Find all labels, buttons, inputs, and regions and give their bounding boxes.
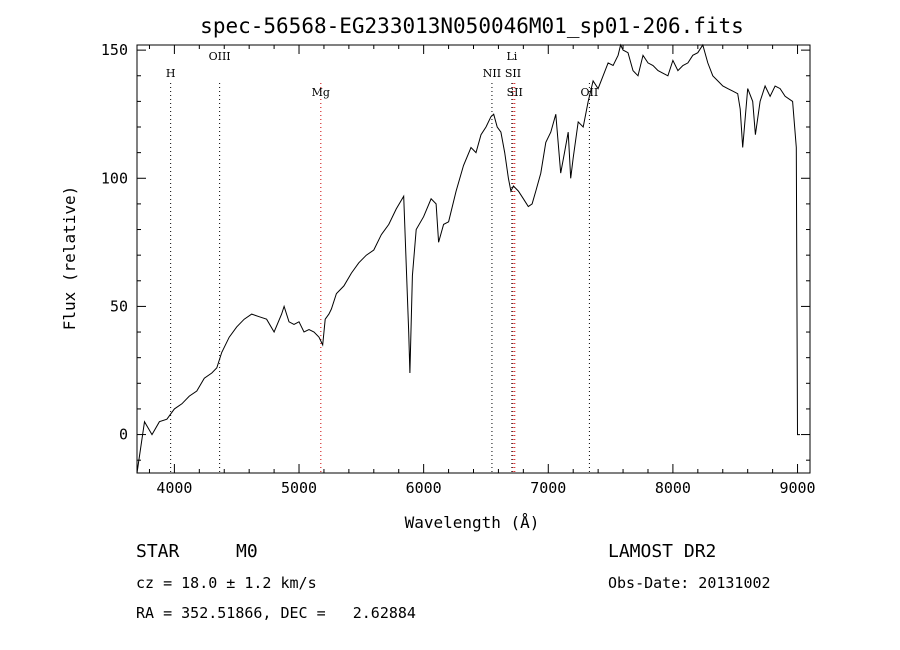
- object-subclass: M0: [236, 541, 258, 562]
- spectrum-series-line: [136, 43, 800, 474]
- spectral-line-label: Mg: [312, 86, 330, 99]
- spectral-line-label: SII: [507, 86, 523, 99]
- spectral-line-label: NII: [483, 67, 501, 80]
- spectral-line-label: OII: [581, 86, 599, 99]
- y-axis-label: Flux (relative): [60, 186, 79, 331]
- object-type: STAR: [136, 541, 180, 562]
- y-tick-label: 150: [101, 41, 128, 59]
- x-tick-label: 9000: [779, 479, 815, 497]
- redshift-cz: cz = 18.0 ± 1.2 km/s: [136, 574, 317, 592]
- spectral-line-label: OIII: [209, 50, 231, 63]
- spectral-line-label: SII: [505, 67, 521, 80]
- plot-frame: [136, 44, 811, 474]
- chart-title: spec-56568-EG233013N050046M01_sp01-206.f…: [200, 14, 744, 38]
- spectral-line-label: Li: [506, 50, 517, 63]
- spectral-line-markers: H OIII Mg NII Li SII SII OII: [166, 50, 598, 473]
- x-tick-label: 7000: [530, 479, 566, 497]
- ra-dec-coords: RA = 352.51866, DEC = 2.62884: [136, 604, 416, 622]
- x-tick-label: 6000: [406, 479, 442, 497]
- x-tick-label: 4000: [156, 479, 192, 497]
- y-tick-label: 100: [101, 169, 128, 187]
- y-tick-label: 50: [110, 297, 128, 315]
- y-tick-label: 0: [119, 426, 128, 444]
- x-tick-label: 8000: [655, 479, 691, 497]
- observation-date: Obs-Date: 20131002: [608, 574, 771, 592]
- x-tick-label: 5000: [281, 479, 317, 497]
- spectral-line-label: H: [166, 67, 176, 80]
- x-axis-label: Wavelength (Å): [405, 513, 540, 532]
- survey-name: LAMOST DR2: [608, 541, 717, 562]
- axis-ticks: 4000 5000 6000 7000 8000 9000 0 50 100 150: [101, 41, 816, 497]
